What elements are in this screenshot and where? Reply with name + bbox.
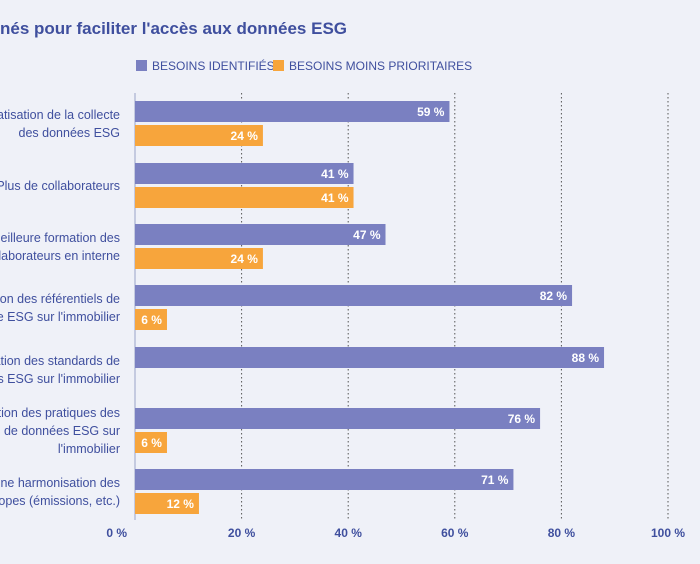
legend: BESOINS IDENTIFIÉS BESOINS MOINS PRIORITA…	[136, 58, 472, 73]
bar-s1-c4	[135, 285, 573, 306]
category-label-2-line-1: Plus de collaborateurs	[0, 179, 120, 193]
category-label-6-line-1: ation des pratiques des	[0, 406, 120, 420]
bar-s1-c1	[135, 101, 450, 122]
tick-label-6: 100 %	[651, 526, 685, 540]
bars: 59 % 24 % 41 % 41 % 47 % 24 % 82 % 6 % 88 % 76 % 6…	[135, 101, 605, 514]
bar-s1-c7	[135, 469, 514, 490]
bar-s1-c3	[135, 224, 386, 245]
tick-label-2: 20 %	[228, 526, 256, 540]
category-label-6-line-3: l'immobilier	[58, 442, 120, 456]
data-label-s2-c1: 24 %	[231, 129, 259, 143]
legend-swatch-2	[273, 60, 284, 71]
category-label-3-line-1: meilleure formation des	[0, 231, 120, 245]
data-label-s1-c6: 76 %	[508, 412, 536, 426]
category-label-7-line-2: scopes (émissions, etc.)	[0, 494, 120, 508]
data-label-s2-c7: 12 %	[167, 497, 195, 511]
tick-label-5: 80 %	[548, 526, 576, 540]
bar-s2-c4	[135, 309, 167, 330]
bar-s1-c5	[135, 347, 605, 368]
data-label-s1-c3: 47 %	[353, 228, 381, 242]
data-label-s1-c4: 82 %	[540, 289, 568, 303]
bar-s1-c6	[135, 408, 541, 429]
legend-swatch-1	[136, 60, 147, 71]
data-label-s2-c2: 41 %	[321, 191, 349, 205]
legend-label-1: BESOINS IDENTIFIÉS	[152, 58, 275, 73]
category-label-3-line-2: ollaborateurs en interne	[0, 249, 120, 263]
bar-s2-c7	[135, 493, 199, 514]
x-axis-ticks: 0 % 20 % 40 % 60 % 80 % 100 %	[106, 526, 685, 540]
bar-s1-c2	[135, 163, 354, 184]
category-label-4-line-1: ation des référentiels de	[0, 292, 120, 306]
category-label-4-line-2: ce ESG sur l'immobilier	[0, 310, 120, 324]
data-label-s1-c1: 59 %	[417, 105, 445, 119]
data-label-s2-c6: 6 %	[141, 436, 162, 450]
tick-label-3: 40 %	[335, 526, 363, 540]
data-label-s1-c2: 41 %	[321, 167, 349, 181]
chart-title: nés pour faciliter l'accès aux données E…	[0, 19, 347, 38]
bar-s2-c6	[135, 432, 167, 453]
category-label-7-line-1: Une harmonisation des	[0, 476, 120, 490]
bar-s2-c1	[135, 125, 263, 146]
bar-s2-c3	[135, 248, 263, 269]
tick-label-4: 60 %	[441, 526, 469, 540]
category-label-1-line-1: natisation de la collecte	[0, 108, 120, 122]
category-label-1-line-2: des données ESG	[19, 126, 120, 140]
data-label-s1-c5: 88 %	[572, 351, 600, 365]
category-label-5-line-2: gs ESG sur l'immobilier	[0, 372, 120, 386]
data-label-s2-c3: 24 %	[231, 252, 259, 266]
data-label-s1-c7: 71 %	[481, 473, 509, 487]
data-label-s2-c4: 6 %	[141, 313, 162, 327]
category-label-6-line-2: urs de données ESG sur	[0, 424, 120, 438]
tick-label-1: 0 %	[106, 526, 127, 540]
category-label-5-line-1: sation des standards de	[0, 354, 120, 368]
legend-label-2: BESOINS MOINS PRIORITAIRES	[289, 59, 472, 73]
gridlines	[134, 93, 669, 520]
bar-s2-c2	[135, 187, 354, 208]
category-labels: natisation de la collecte des données ESG…	[0, 108, 120, 508]
